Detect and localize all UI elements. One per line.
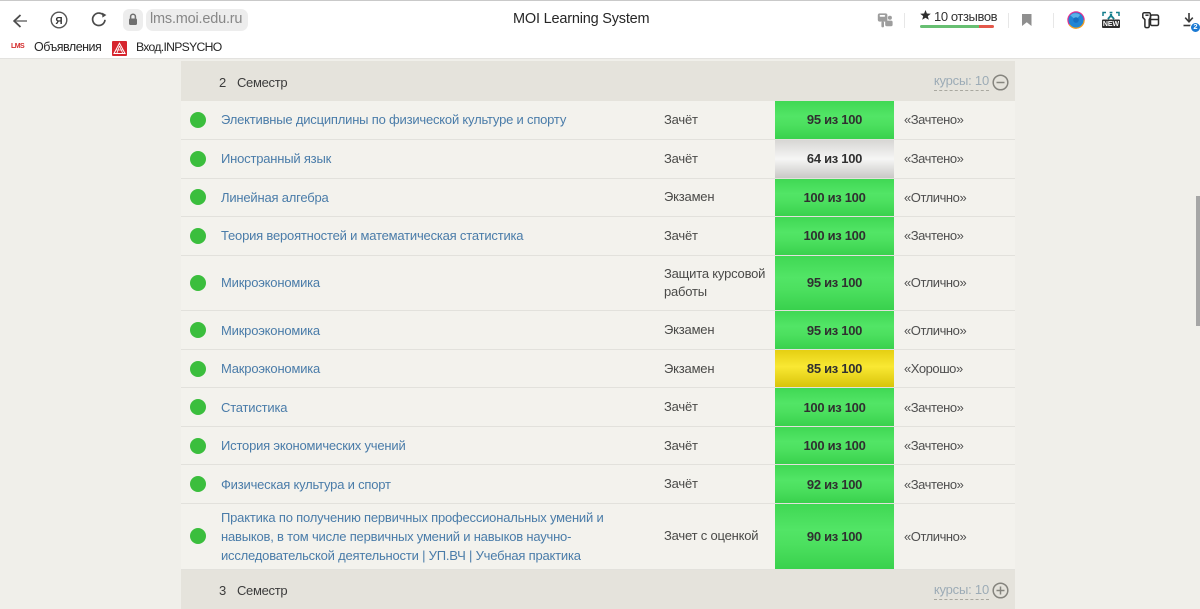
svg-text:Я: Я (55, 16, 62, 27)
svg-text:NEW: NEW (1102, 21, 1119, 28)
